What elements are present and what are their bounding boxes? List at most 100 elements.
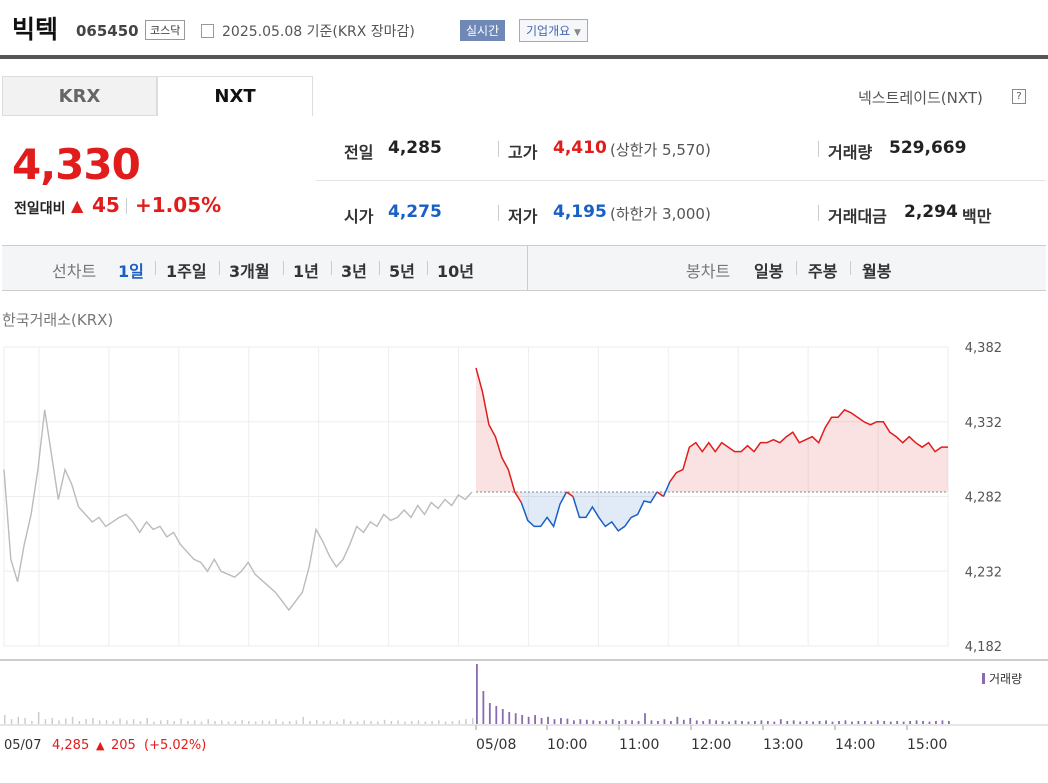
divider [331,261,332,275]
volume-bar [501,709,504,724]
volume-bar [383,719,386,724]
divider [498,205,499,221]
volume-bar [180,718,182,724]
period-weekly[interactable]: 주봉 [808,262,838,281]
volume-bar [465,719,467,724]
tab-nxt[interactable]: NXT [157,76,313,116]
volume-bar [207,719,209,724]
prev-day-change: 205 [111,738,136,753]
volume-bar [187,721,189,724]
volume-bar [241,719,243,724]
trade-value-label: 거래대금 [828,207,887,226]
volume-value: 529,669 [889,138,967,158]
volume-bar [935,721,937,724]
volume-bar [644,713,646,724]
volume-bar [78,721,81,724]
volume-bar [663,719,666,724]
volume-bars [4,664,950,724]
volume-bar [637,721,640,724]
series-05-07-line [3,409,473,612]
tab-krx[interactable]: KRX [2,76,157,116]
volume-bar [71,716,74,724]
prev-label: 전일 [344,143,374,162]
volume-bar [51,718,53,724]
high-value: 4,410 [553,138,607,158]
volume-bar [734,720,737,724]
lower-limit: (하한가 3,000) [610,205,711,223]
period-1w[interactable]: 1주일 [166,262,207,281]
volume-bar [92,718,94,724]
period-10y[interactable]: 10년 [437,262,474,281]
volume-bar [495,706,498,724]
volume-bar [928,721,931,724]
volume-bar [682,719,685,724]
volume-bar [126,720,128,724]
volume-bar [173,721,176,724]
realtime-button[interactable]: 실시간 [460,20,506,41]
volume-bar [870,721,873,724]
volume-bar [166,719,169,724]
period-monthly[interactable]: 월봉 [862,262,892,281]
volume-bar [741,721,743,724]
divider [126,198,127,214]
volume-bar [417,720,420,724]
volume-bar [948,721,950,724]
series-05-08-down-line [572,491,658,532]
volume-bar [295,720,298,724]
chart-lines [3,367,948,612]
volume-bar [844,720,847,724]
period-3y[interactable]: 3년 [341,262,367,281]
volume-bar [105,719,108,724]
prev-day-change-pct: (+5.02%) [144,738,206,753]
volume-bar [592,720,595,724]
volume-bar [825,720,827,724]
volume-bar [611,719,614,724]
volume-bar [132,719,135,724]
header-divider [0,55,1048,59]
x-tick-label: 05/08 [476,737,516,753]
volume-bar [534,715,536,724]
low-label: 저가 [508,207,538,226]
series-05-08-up-line [669,408,948,482]
volume-bar [585,719,588,724]
period-daily[interactable]: 일봉 [754,262,784,281]
volume-bar [248,721,250,724]
volume-bar [909,721,912,724]
volume-bar [760,720,763,724]
volume-bar [508,712,511,724]
period-3m[interactable]: 3개월 [229,262,270,281]
volume-bar [24,718,26,724]
volume-bar [44,719,47,724]
up-arrow-icon: ▲ [71,196,84,215]
volume-bar [889,721,892,724]
period-1d[interactable]: 1일 [118,262,144,281]
company-overview-label: 기업개요 [526,24,571,38]
period-1y[interactable]: 1년 [293,262,319,281]
x-tick-label: 15:00 [907,737,947,753]
y-tick-label: 4,382 [965,341,1002,356]
volume-bar [941,720,944,724]
volume-bar [669,721,672,724]
volume-bar [424,721,427,724]
x-tick-label: 12:00 [691,737,731,753]
volume-bar [349,721,352,724]
volume-bar [521,715,524,724]
divider [427,261,428,275]
price-chart[interactable]: 4,382 4,332 4,282 4,232 4,182 05/08 10:00 11:0… [0,330,1048,783]
volume-bar [618,721,621,724]
stock-header: 빅텍 065450 코스닥 2025.05.08 기준(KRX 장마감) 실시간… [0,0,1048,56]
series-05-08-up-line [656,491,664,498]
volume-bar [438,720,440,724]
volume-bar [377,721,379,724]
prev-day-label: 05/07 [4,738,41,753]
divider [850,261,851,275]
volume-bar [302,716,304,724]
volume-bar [766,721,769,724]
help-icon[interactable]: ? [1012,89,1026,104]
period-5y[interactable]: 5년 [389,262,415,281]
volume-bar [488,703,491,724]
volume-bar [695,720,698,724]
volume-bar [58,720,60,724]
company-overview-dropdown[interactable]: 기업개요 ▼ [519,19,588,42]
trade-value-unit: 백만 [962,207,992,226]
